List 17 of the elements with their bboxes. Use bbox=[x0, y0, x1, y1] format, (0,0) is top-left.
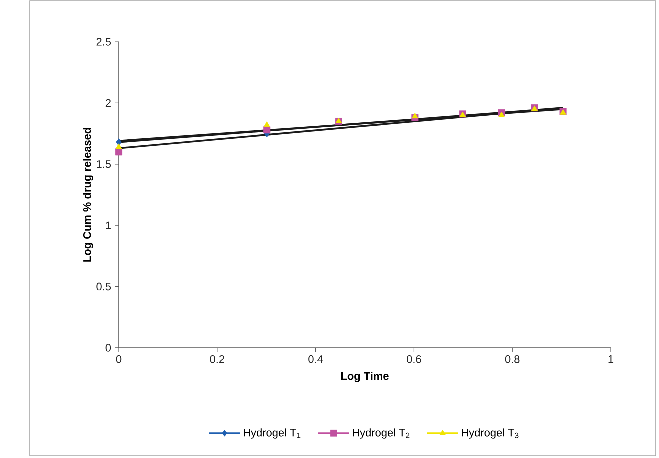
x-tick-label: 0.6 bbox=[407, 356, 422, 364]
x-tick-label: 0.8 bbox=[505, 356, 520, 364]
x-tick-label: 0.2 bbox=[210, 356, 224, 364]
x-tick-label: 0 bbox=[116, 356, 122, 364]
x-tick-label: 0.4 bbox=[308, 356, 324, 364]
legend-label: Hydrogel T$_{1}$ bbox=[244, 428, 301, 439]
y-tick-label: 2.5 bbox=[96, 38, 112, 46]
x-tick-label: 1 bbox=[608, 356, 614, 364]
legend-label: Hydrogel T$_{2}$ bbox=[353, 428, 410, 439]
y-tick-label: 1.5 bbox=[97, 160, 112, 168]
y-tick-label: 0 bbox=[106, 344, 112, 352]
y-tick-label: 1 bbox=[106, 222, 111, 230]
legend-label: Hydrogel T$_{3}$ bbox=[462, 428, 519, 439]
y-tick-label: 2 bbox=[106, 99, 111, 108]
y-axis-title: Log Cum % drug released bbox=[83, 128, 94, 262]
y-tick-label: 0.5 bbox=[96, 282, 112, 291]
x-axis-title: Log Time bbox=[341, 372, 389, 382]
